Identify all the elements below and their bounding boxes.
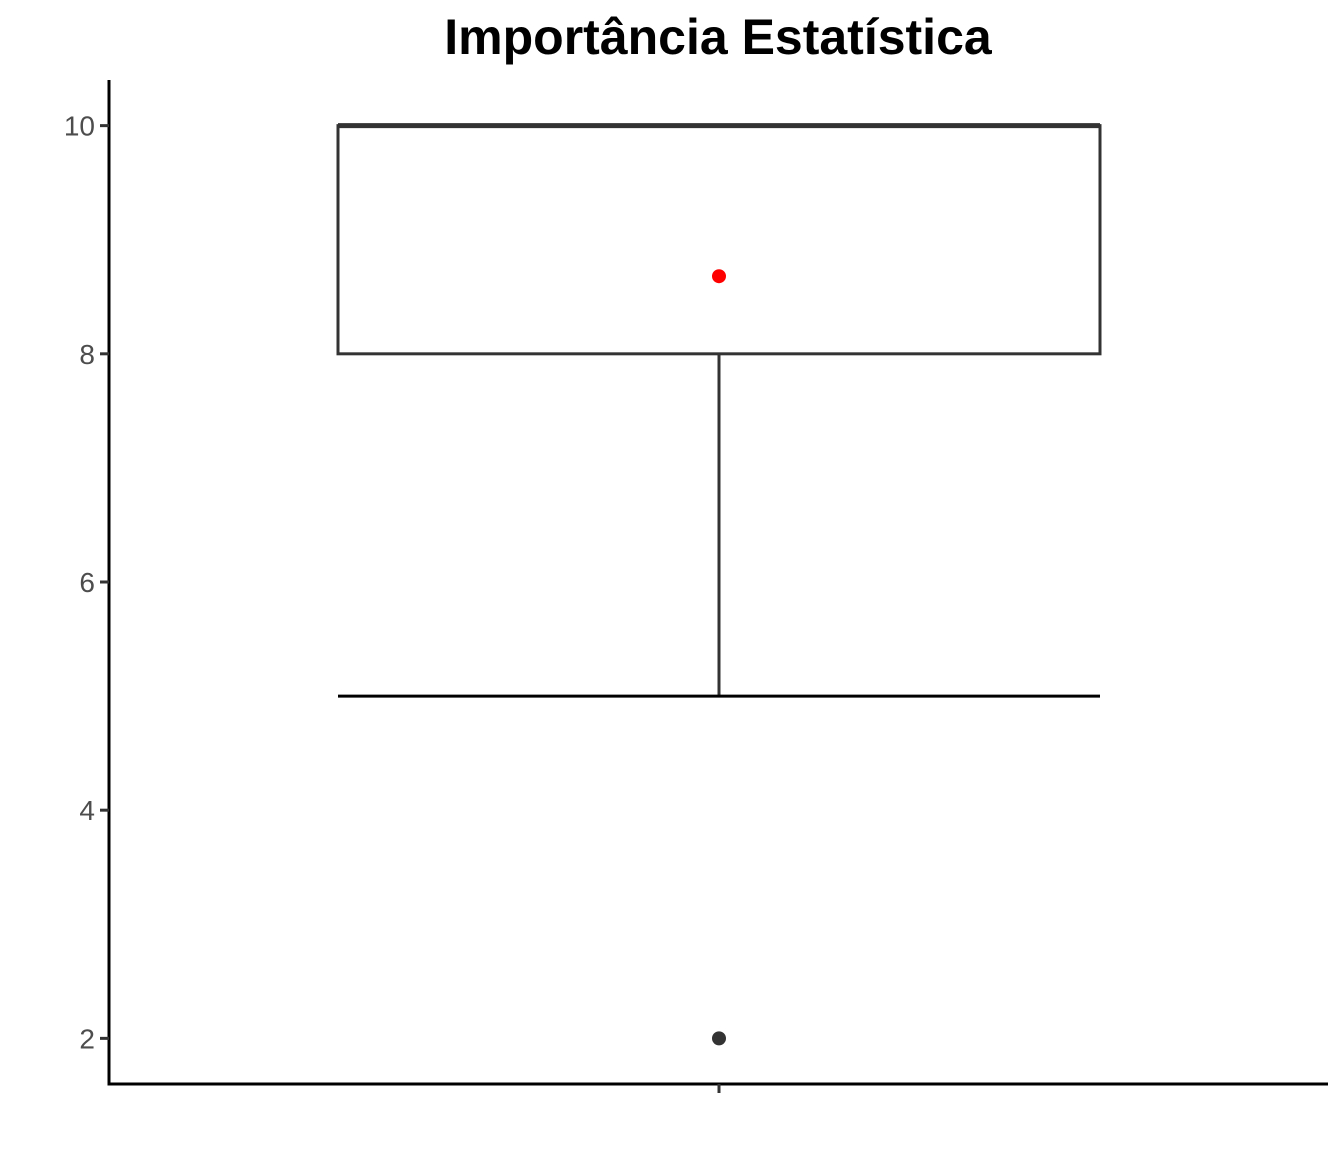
y-tick-label: 6 xyxy=(79,567,95,598)
mean-point xyxy=(712,269,726,284)
box-iqr xyxy=(336,124,1102,356)
y-tick-label: 4 xyxy=(79,795,95,826)
chart-title: Importância Estatística xyxy=(444,9,993,65)
y-tick-label: 8 xyxy=(79,339,95,370)
y-tick-label: 2 xyxy=(79,1023,95,1054)
y-tick-label: 10 xyxy=(64,111,95,142)
plot-area: 2 4 6 8 10 xyxy=(64,80,1328,1093)
outlier-point xyxy=(712,1031,726,1046)
